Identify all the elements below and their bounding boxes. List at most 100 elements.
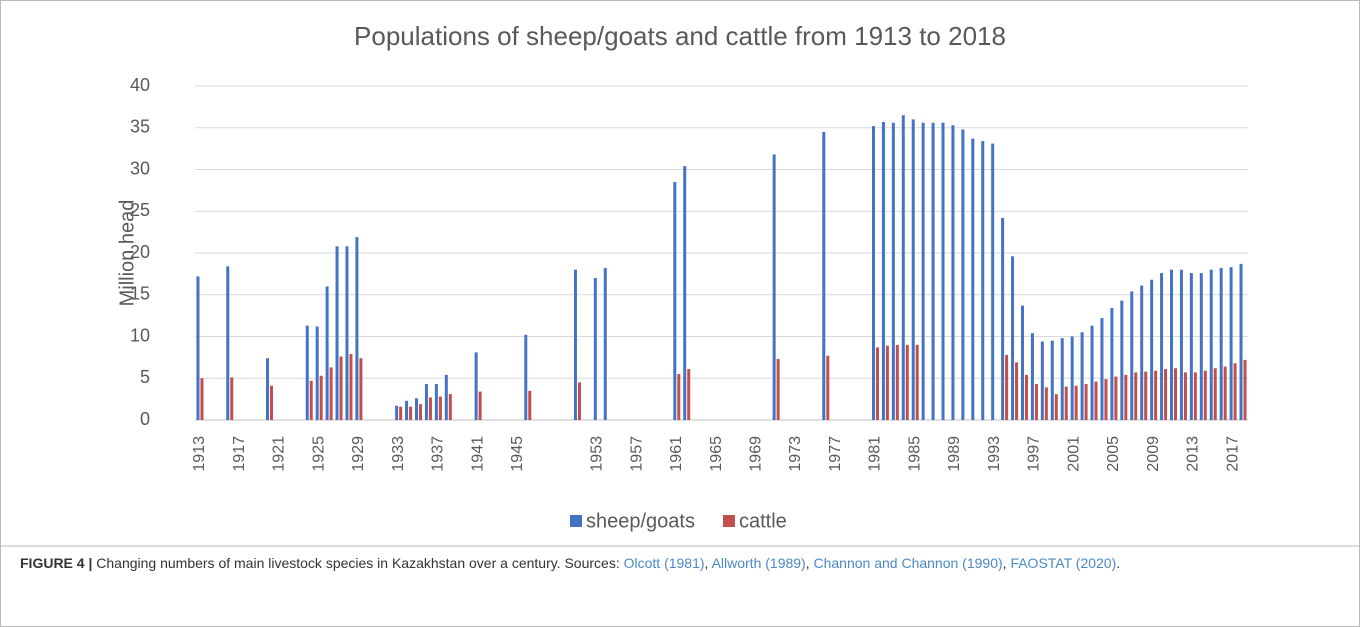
x-tick-label: 1993 — [986, 436, 1003, 472]
caption-link[interactable]: Allworth (1989) — [711, 555, 806, 571]
x-tick-label: 1965 — [708, 436, 725, 472]
x-tick-label: 1981 — [867, 436, 884, 472]
bar — [1050, 340, 1054, 420]
bar — [875, 347, 879, 420]
bar — [1104, 379, 1108, 420]
bar — [573, 269, 577, 420]
bar — [1219, 268, 1223, 420]
bar — [196, 276, 200, 420]
x-tick-label: 1917 — [231, 436, 248, 472]
bar — [1084, 384, 1088, 420]
x-tick-label: 1921 — [271, 436, 288, 472]
x-tick-label: 2013 — [1185, 436, 1202, 472]
bar — [474, 352, 478, 420]
x-tick-label: 1913 — [191, 436, 208, 472]
bar — [683, 166, 687, 420]
bar — [1064, 386, 1068, 420]
bar — [1080, 332, 1084, 420]
bar — [434, 384, 438, 420]
y-tick-label: 15 — [130, 284, 150, 304]
y-tick-label: 20 — [130, 242, 150, 262]
bar — [405, 400, 409, 420]
y-tick-label: 25 — [130, 200, 150, 220]
caption-link[interactable]: Channon and Channon (1990) — [813, 555, 1003, 571]
bar — [1229, 267, 1233, 420]
x-tick-label: 1925 — [310, 436, 327, 472]
x-tick-label: 1997 — [1026, 436, 1043, 472]
bar — [905, 344, 909, 420]
y-tick-label: 5 — [140, 367, 150, 387]
bar — [1243, 359, 1247, 420]
bar — [1100, 318, 1104, 420]
bar — [891, 122, 895, 421]
bar — [1034, 384, 1038, 420]
y-tick-label: 40 — [130, 75, 150, 95]
x-tick-label: 1985 — [906, 436, 923, 472]
bar — [1024, 374, 1028, 420]
bar — [444, 374, 448, 420]
caption-text: , — [704, 555, 712, 571]
bar — [1011, 256, 1015, 420]
legend-label: sheep/goats — [586, 510, 695, 532]
bar — [524, 334, 528, 420]
bar — [200, 378, 204, 420]
bar — [941, 122, 945, 421]
bar — [305, 325, 309, 420]
bar — [319, 375, 323, 420]
bar — [593, 278, 597, 420]
x-tick-label: 1933 — [390, 436, 407, 472]
chart: Populations of sheep/goats and cattle fr… — [0, 21, 1360, 547]
bar — [415, 398, 419, 420]
bar — [822, 131, 826, 421]
x-tick-label: 2005 — [1105, 436, 1122, 472]
y-tick-label: 30 — [130, 158, 150, 178]
bar — [901, 115, 905, 420]
bar — [448, 394, 452, 420]
bar — [349, 354, 353, 420]
bar — [345, 246, 349, 420]
y-axis-label: Million head — [116, 200, 138, 307]
bar — [603, 268, 607, 420]
caption-link[interactable]: FAOSTAT (2020) — [1010, 555, 1117, 571]
bar — [1179, 269, 1183, 420]
bar — [1160, 273, 1164, 420]
bar — [1130, 291, 1134, 420]
bar — [871, 126, 875, 420]
bar — [1114, 376, 1118, 420]
caption-link[interactable]: Olcott (1981) — [623, 555, 705, 571]
bar — [359, 358, 363, 420]
bar — [1020, 305, 1024, 420]
bar — [1040, 341, 1044, 420]
bar — [981, 141, 985, 421]
bar — [1173, 368, 1177, 420]
x-tick-label: 1961 — [668, 436, 685, 472]
caption-text: , — [1002, 555, 1011, 571]
x-tick-label: 1969 — [747, 436, 764, 472]
bar — [951, 125, 955, 421]
bar — [478, 391, 482, 420]
bar — [1030, 333, 1034, 420]
bar — [961, 129, 965, 421]
bar — [577, 382, 581, 420]
caption-text: . — [1116, 555, 1121, 571]
chart-title: Populations of sheep/goats and cattle fr… — [354, 21, 1006, 51]
y-tick-label: 10 — [130, 325, 150, 345]
bar — [428, 397, 432, 420]
bar — [931, 122, 935, 421]
bar — [325, 286, 329, 420]
bar — [335, 246, 339, 420]
bar — [1001, 217, 1005, 420]
bar — [1209, 269, 1213, 420]
x-tick-label: 1989 — [946, 436, 963, 472]
bar — [226, 266, 230, 420]
x-tick-label: 1953 — [589, 436, 606, 472]
y-tick-label: 35 — [130, 117, 150, 137]
x-tick-label: 2009 — [1145, 436, 1162, 472]
caption: FIGURE 4 | Changing numbers of main live… — [20, 552, 1330, 575]
bar — [230, 377, 234, 420]
bar — [687, 369, 691, 420]
bar — [424, 384, 428, 420]
bar — [1233, 363, 1237, 420]
bar — [329, 367, 333, 420]
